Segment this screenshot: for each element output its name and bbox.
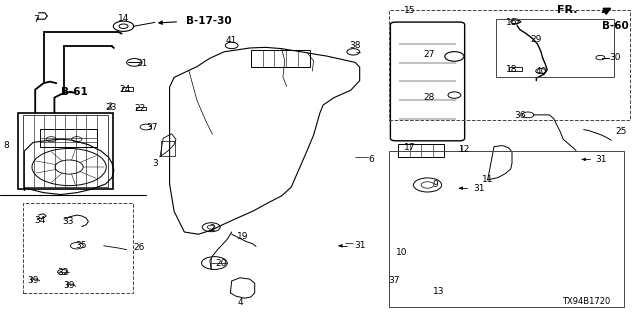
Text: 32: 32 [57,268,68,277]
Bar [136,107,146,110]
Text: 34: 34 [34,216,45,225]
Text: 35: 35 [76,241,87,250]
Bar [18,113,113,189]
Text: 29: 29 [531,36,542,44]
Bar [40,129,97,147]
Text: 2: 2 [210,224,215,233]
Bar [496,19,614,77]
Text: 14: 14 [118,14,129,23]
Text: 31: 31 [474,184,485,193]
Text: 38: 38 [349,41,361,50]
Text: 26: 26 [133,244,145,252]
Text: 24: 24 [119,85,131,94]
Text: 12: 12 [459,145,470,154]
Text: 15: 15 [404,6,415,15]
Text: B-17-30: B-17-30 [186,16,231,26]
Text: 41: 41 [226,36,237,45]
Text: 11: 11 [482,175,493,184]
Text: 39: 39 [63,281,75,290]
Text: 19: 19 [237,232,248,241]
Bar [122,87,133,91]
Text: 27: 27 [423,50,435,59]
Text: 22: 22 [134,104,146,113]
Bar [509,67,522,71]
Bar [23,203,133,293]
Text: 3: 3 [152,159,157,168]
Text: 4: 4 [237,298,243,307]
Text: 18: 18 [506,65,518,74]
Text: 28: 28 [423,93,435,102]
Text: 37: 37 [388,276,400,285]
Text: 20: 20 [215,260,227,268]
Text: 6: 6 [368,155,374,164]
Text: 7: 7 [34,15,39,24]
Text: 40: 40 [535,67,547,76]
Text: 31: 31 [595,155,607,164]
Text: 17: 17 [404,143,415,152]
Text: FR.: FR. [557,5,577,15]
Text: 23: 23 [105,103,116,112]
Text: B-60: B-60 [602,21,628,31]
Bar [251,50,310,67]
Text: 31: 31 [355,241,366,250]
Text: 16: 16 [506,18,518,27]
Text: B-61: B-61 [61,87,88,97]
Text: 13: 13 [433,287,444,296]
Bar [389,151,624,307]
Text: 30: 30 [609,53,621,62]
Text: 8: 8 [3,141,8,150]
Text: 25: 25 [616,127,627,136]
Bar [389,10,630,120]
Bar [398,144,444,157]
Text: 10: 10 [396,248,408,257]
Bar [161,141,175,156]
Text: 36: 36 [515,111,526,120]
Bar [23,115,108,187]
Text: 9: 9 [433,180,438,189]
Text: TX94B1720: TX94B1720 [562,297,610,306]
Text: 33: 33 [63,217,74,226]
Text: 21: 21 [136,59,148,68]
Text: 39: 39 [28,276,39,285]
Text: 37: 37 [146,124,157,132]
